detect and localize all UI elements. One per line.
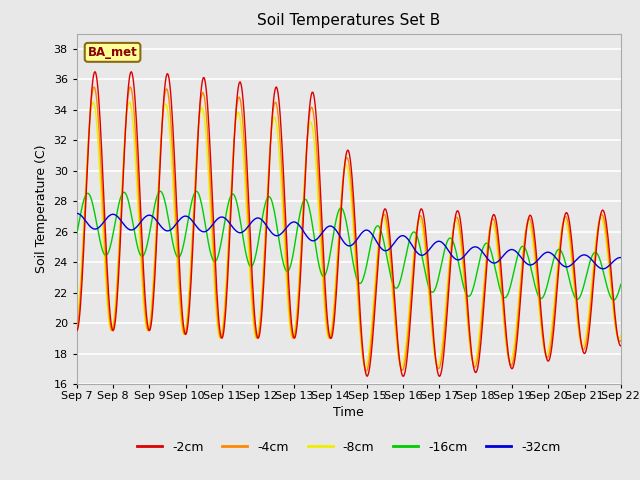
Y-axis label: Soil Temperature (C): Soil Temperature (C): [35, 144, 48, 273]
Text: BA_met: BA_met: [88, 46, 138, 59]
X-axis label: Time: Time: [333, 407, 364, 420]
Legend: -2cm, -4cm, -8cm, -16cm, -32cm: -2cm, -4cm, -8cm, -16cm, -32cm: [132, 436, 566, 459]
Title: Soil Temperatures Set B: Soil Temperatures Set B: [257, 13, 440, 28]
